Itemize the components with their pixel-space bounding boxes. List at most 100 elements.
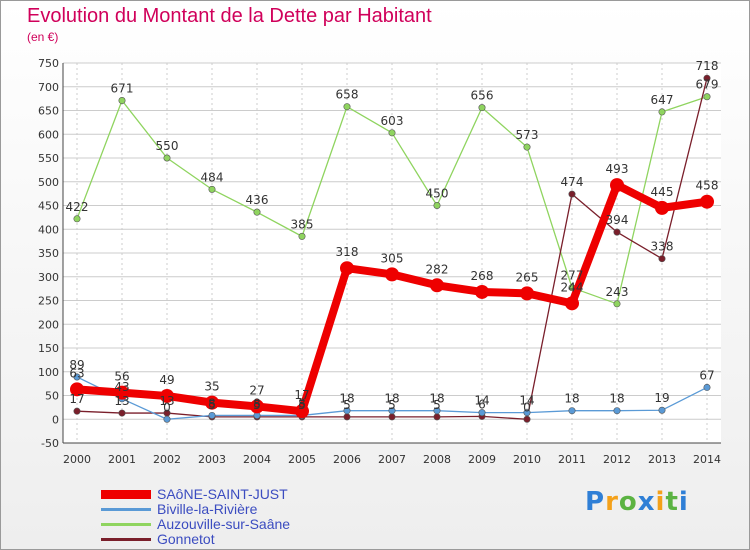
legend-swatch bbox=[101, 508, 151, 511]
data-label: 13 bbox=[114, 394, 129, 408]
data-point bbox=[610, 178, 624, 193]
data-label: 318 bbox=[336, 245, 359, 259]
x-tick-label: 2004 bbox=[243, 453, 271, 466]
data-label: 18 bbox=[429, 392, 444, 406]
logo-letter: P bbox=[585, 487, 606, 517]
x-tick-label: 2014 bbox=[693, 453, 721, 466]
data-label: 243 bbox=[606, 285, 629, 299]
data-point bbox=[658, 406, 666, 414]
data-point bbox=[433, 413, 441, 421]
data-label: 422 bbox=[66, 200, 89, 214]
data-label: 14 bbox=[474, 394, 489, 408]
y-tick-label: -50 bbox=[41, 437, 59, 450]
y-tick-label: 300 bbox=[38, 271, 59, 284]
data-point bbox=[703, 383, 711, 391]
data-point bbox=[388, 413, 396, 421]
data-label: 671 bbox=[111, 82, 134, 96]
data-point bbox=[343, 413, 351, 421]
chart-title: Evolution du Montant de la Dette par Hab… bbox=[27, 5, 432, 27]
data-point bbox=[568, 190, 576, 198]
data-point bbox=[298, 232, 306, 240]
data-point bbox=[430, 278, 444, 293]
logo-letter: r bbox=[605, 487, 619, 517]
data-label: 656 bbox=[471, 89, 494, 103]
data-point bbox=[475, 284, 489, 299]
data-label: 43 bbox=[114, 380, 129, 394]
data-label: 493 bbox=[606, 162, 629, 176]
data-label: 27 bbox=[249, 383, 264, 397]
data-label: 18 bbox=[339, 392, 354, 406]
data-label: 89 bbox=[69, 358, 84, 372]
data-point bbox=[343, 407, 351, 415]
data-label: 385 bbox=[291, 217, 314, 231]
data-point bbox=[568, 407, 576, 415]
data-point bbox=[250, 399, 264, 414]
y-tick-label: 400 bbox=[38, 223, 59, 236]
data-label: 5 bbox=[253, 398, 261, 412]
data-label: 18 bbox=[564, 392, 579, 406]
data-label: 56 bbox=[114, 370, 129, 384]
y-tick-label: 350 bbox=[38, 247, 59, 260]
data-label: 0 bbox=[163, 400, 171, 414]
data-label: 8 bbox=[208, 396, 216, 410]
legend-label: Auzouville-sur-Saâne bbox=[157, 516, 291, 532]
data-point bbox=[295, 404, 309, 419]
x-tick-label: 2012 bbox=[603, 453, 631, 466]
y-tick-label: 750 bbox=[38, 57, 59, 70]
data-label: 647 bbox=[651, 93, 674, 107]
x-tick-label: 2007 bbox=[378, 453, 406, 466]
data-point bbox=[520, 286, 534, 301]
data-label: 265 bbox=[516, 270, 539, 284]
logo-letter: x bbox=[637, 487, 656, 517]
y-tick-label: 150 bbox=[38, 342, 59, 355]
data-point bbox=[655, 200, 669, 215]
data-label: 436 bbox=[246, 193, 269, 207]
data-label: 573 bbox=[516, 128, 539, 142]
data-label: 305 bbox=[381, 251, 404, 265]
data-label: 5 bbox=[433, 398, 441, 412]
data-point bbox=[385, 267, 399, 282]
logo-letter: t bbox=[665, 487, 679, 517]
data-label: 19 bbox=[654, 391, 669, 405]
data-point bbox=[73, 215, 81, 223]
data-point bbox=[388, 407, 396, 415]
data-point bbox=[208, 185, 216, 193]
data-label: 718 bbox=[696, 59, 719, 73]
data-point bbox=[613, 228, 621, 236]
y-tick-label: 500 bbox=[38, 176, 59, 189]
y-tick-label: 450 bbox=[38, 200, 59, 213]
x-tick-label: 2000 bbox=[63, 453, 91, 466]
x-tick-label: 2013 bbox=[648, 453, 676, 466]
data-label: 5 bbox=[388, 398, 396, 412]
y-tick-label: 550 bbox=[38, 152, 59, 165]
y-tick-label: 250 bbox=[38, 295, 59, 308]
x-tick-label: 2010 bbox=[513, 453, 541, 466]
data-label: 484 bbox=[201, 170, 224, 184]
line-chart: -500501001502002503003504004505005506006… bbox=[38, 57, 721, 466]
data-point bbox=[73, 373, 81, 381]
y-tick-label: 100 bbox=[38, 366, 59, 379]
data-label: 550 bbox=[156, 139, 179, 153]
y-tick-label: 650 bbox=[38, 105, 59, 118]
data-label: 268 bbox=[471, 269, 494, 283]
data-point bbox=[478, 104, 486, 112]
data-label: 338 bbox=[651, 240, 674, 254]
x-tick-label: 2011 bbox=[558, 453, 586, 466]
data-label: 13 bbox=[159, 394, 174, 408]
data-point bbox=[703, 93, 711, 101]
y-tick-label: 200 bbox=[38, 318, 59, 331]
data-point bbox=[523, 143, 531, 151]
x-tick-label: 2003 bbox=[198, 453, 226, 466]
data-point bbox=[703, 74, 711, 82]
data-point bbox=[163, 154, 171, 162]
data-point bbox=[700, 194, 714, 209]
y-tick-label: 700 bbox=[38, 81, 59, 94]
data-point bbox=[565, 296, 579, 311]
data-label: 5 bbox=[298, 398, 306, 412]
data-point bbox=[523, 415, 531, 423]
data-point bbox=[613, 300, 621, 308]
x-tick-label: 2002 bbox=[153, 453, 181, 466]
logo-letter: i bbox=[655, 487, 666, 517]
data-label: 5 bbox=[208, 398, 216, 412]
